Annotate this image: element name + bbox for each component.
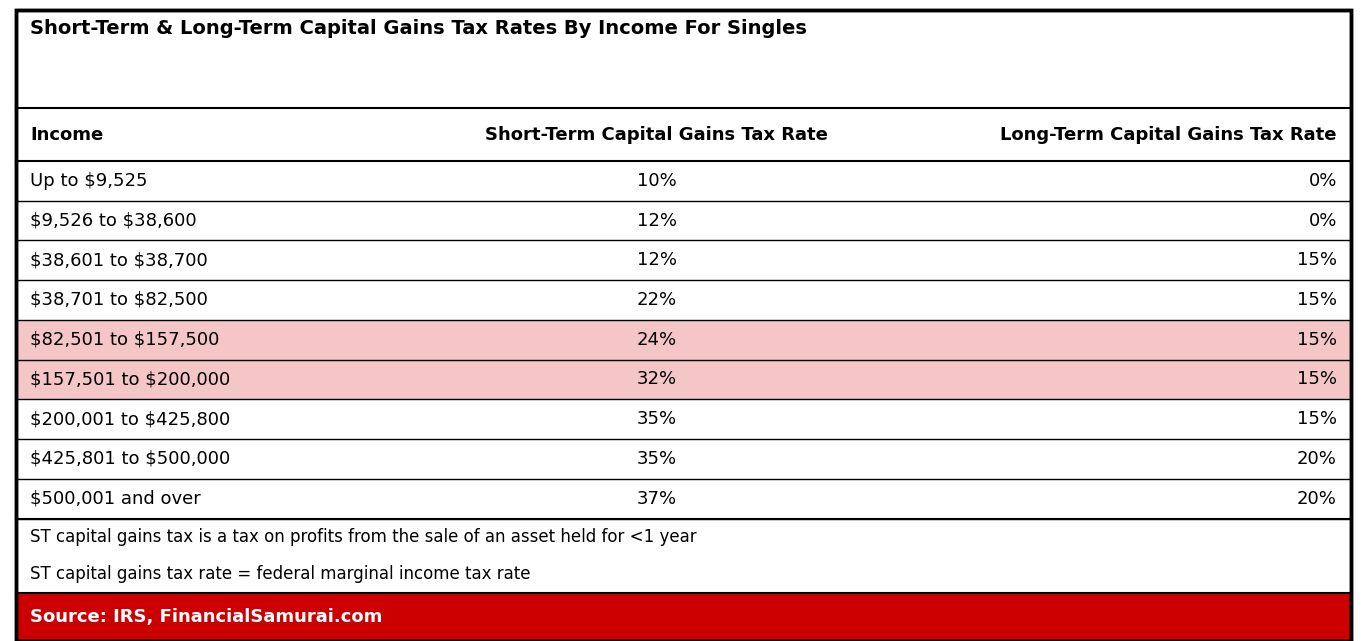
Text: 15%: 15% <box>1297 251 1337 269</box>
Bar <box>16 360 1351 399</box>
Text: Source: IRS, FinancialSamurai.com: Source: IRS, FinancialSamurai.com <box>30 608 383 626</box>
Text: 15%: 15% <box>1297 410 1337 428</box>
Text: 32%: 32% <box>637 370 677 388</box>
Text: Short-Term & Long-Term Capital Gains Tax Rates By Income For Singles: Short-Term & Long-Term Capital Gains Tax… <box>30 19 807 38</box>
Text: \$157,501 to \$200,000: \$157,501 to \$200,000 <box>30 370 230 388</box>
Text: 12%: 12% <box>637 251 677 269</box>
Text: \$82,501 to \$157,500: \$82,501 to \$157,500 <box>30 331 220 349</box>
Text: 20%: 20% <box>1297 450 1337 468</box>
Text: \$425,801 to \$500,000: \$425,801 to \$500,000 <box>30 450 230 468</box>
Text: \$38,601 to \$38,700: \$38,601 to \$38,700 <box>30 251 208 269</box>
Text: 0%: 0% <box>1308 212 1337 229</box>
Text: 15%: 15% <box>1297 370 1337 388</box>
Text: Income: Income <box>30 126 104 144</box>
Text: 24%: 24% <box>637 331 677 349</box>
Text: Long-Term Capital Gains Tax Rate: Long-Term Capital Gains Tax Rate <box>1001 126 1337 144</box>
Text: 10%: 10% <box>637 172 677 190</box>
Text: ST capital gains tax rate = federal marginal income tax rate: ST capital gains tax rate = federal marg… <box>30 565 530 583</box>
Text: Short-Term Capital Gains Tax Rate: Short-Term Capital Gains Tax Rate <box>485 126 828 144</box>
Text: Up to \$9,525: Up to \$9,525 <box>30 172 148 190</box>
Text: ST capital gains tax is a tax on profits from the sale of an asset held for <1 y: ST capital gains tax is a tax on profits… <box>30 528 697 546</box>
Text: 37%: 37% <box>637 490 677 508</box>
Text: 22%: 22% <box>637 291 677 309</box>
Text: 0%: 0% <box>1308 172 1337 190</box>
Text: 15%: 15% <box>1297 331 1337 349</box>
Text: 15%: 15% <box>1297 291 1337 309</box>
Text: \$500,001 and over: \$500,001 and over <box>30 490 201 508</box>
Bar <box>16 593 1351 641</box>
Text: 20%: 20% <box>1297 490 1337 508</box>
Text: 12%: 12% <box>637 212 677 229</box>
Text: \$200,001 to \$425,800: \$200,001 to \$425,800 <box>30 410 230 428</box>
Text: \$38,701 to \$82,500: \$38,701 to \$82,500 <box>30 291 208 309</box>
Bar <box>16 320 1351 360</box>
Text: 35%: 35% <box>637 410 677 428</box>
Text: \$9,526 to \$38,600: \$9,526 to \$38,600 <box>30 212 197 229</box>
Text: 35%: 35% <box>637 450 677 468</box>
